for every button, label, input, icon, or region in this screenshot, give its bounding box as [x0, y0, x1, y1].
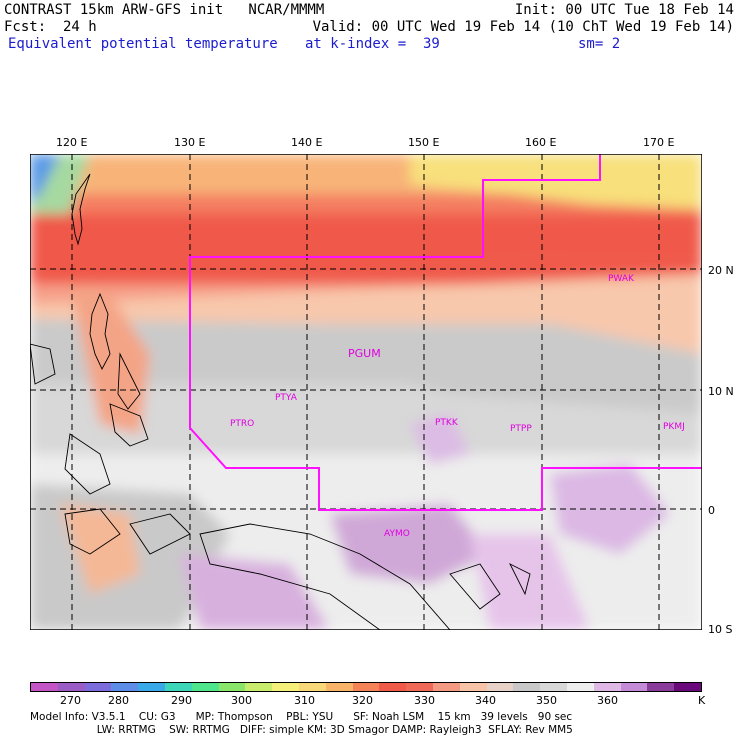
header-line1-left: CONTRAST 15km ARW-GFS init NCAR/MMMM — [4, 2, 325, 18]
model-info-line2: LW: RRTMG SW: RRTMG DIFF: simple KM: 3D … — [30, 724, 573, 736]
color-bar-swatch-13 — [379, 683, 407, 691]
color-bar-swatch-3 — [111, 683, 139, 691]
lat-label-10s: 10 S — [708, 623, 733, 636]
chst-boundary — [189, 154, 702, 511]
color-bar-swatch-18 — [513, 683, 541, 691]
color-bar-swatch-24 — [674, 683, 701, 691]
lat-label-10n: 10 N — [708, 385, 734, 398]
cbar-tick-340: 340 — [475, 694, 496, 707]
cbar-tick-320: 320 — [352, 694, 373, 707]
model-info-line1: Model Info: V3.5.1 CU: G3 MP: Thompson P… — [30, 711, 573, 723]
color-bar-swatch-1 — [57, 683, 85, 691]
color-bar-swatch-22 — [620, 683, 648, 691]
lon-label-120: 120 E — [56, 136, 88, 149]
color-bar-swatch-20 — [566, 683, 594, 691]
color-bar — [30, 682, 702, 692]
lon-label-130: 130 E — [174, 136, 206, 149]
field-title: Equivalent potential temperature — [8, 36, 278, 52]
theta-e-field — [30, 154, 702, 630]
color-bar-swatch-2 — [84, 683, 112, 691]
lon-label-170: 170 E — [643, 136, 675, 149]
station-pkmj: PKMJ — [663, 422, 685, 432]
cbar-tick-330: 330 — [414, 694, 435, 707]
color-bar-swatch-4 — [138, 683, 165, 691]
color-bar-swatch-23 — [647, 683, 675, 691]
color-bar-swatch-21 — [593, 683, 621, 691]
cbar-tick-350: 350 — [536, 694, 557, 707]
cbar-unit: K — [698, 694, 706, 707]
smoothing-label: sm= 2 — [578, 36, 621, 52]
color-bar-swatch-12 — [352, 683, 380, 691]
color-bar-swatch-16 — [459, 683, 487, 691]
header-line2-left: Fcst: 24 h — [4, 19, 97, 35]
station-ptya: PTYA — [275, 393, 297, 403]
color-bar-swatch-0 — [31, 683, 58, 691]
color-bar-swatch-15 — [432, 683, 460, 691]
color-bar-swatch-7 — [218, 683, 246, 691]
lat-label-0: 0 — [708, 504, 715, 517]
map-panel — [30, 154, 702, 630]
cbar-tick-270: 270 — [60, 694, 81, 707]
cbar-tick-290: 290 — [171, 694, 192, 707]
color-bar-swatch-5 — [164, 683, 192, 691]
color-bar-swatch-10 — [298, 683, 326, 691]
station-ptpp: PTPP — [510, 424, 532, 434]
lon-label-150: 150 E — [408, 136, 440, 149]
color-bar-swatch-11 — [325, 683, 353, 691]
station-ptkk: PTKK — [435, 418, 458, 428]
header-line2-right: Valid: 00 UTC Wed 19 Feb 14 (10 ChT Wed … — [312, 19, 734, 35]
cbar-tick-310: 310 — [294, 694, 315, 707]
cbar-tick-300: 300 — [231, 694, 252, 707]
station-pwak: PWAK — [608, 274, 634, 284]
color-bar-swatch-9 — [272, 683, 299, 691]
color-bar-swatch-6 — [191, 683, 219, 691]
color-bar-swatch-8 — [245, 683, 273, 691]
station-ptro: PTRO — [230, 419, 255, 429]
cbar-tick-360: 360 — [597, 694, 618, 707]
station-aymo: AYMO — [384, 529, 410, 539]
lon-label-160: 160 E — [525, 136, 557, 149]
level-label: at k-index = 39 — [305, 36, 440, 52]
cbar-tick-280: 280 — [108, 694, 129, 707]
color-bar-swatch-14 — [406, 683, 433, 691]
color-bar-swatch-19 — [540, 683, 567, 691]
station-pgum: PGUM — [348, 347, 381, 360]
header-line1-right: Init: 00 UTC Tue 18 Feb 14 — [514, 2, 734, 18]
lat-label-20n: 20 N — [708, 264, 734, 277]
lon-label-140: 140 E — [291, 136, 323, 149]
color-bar-swatch-17 — [486, 683, 514, 691]
